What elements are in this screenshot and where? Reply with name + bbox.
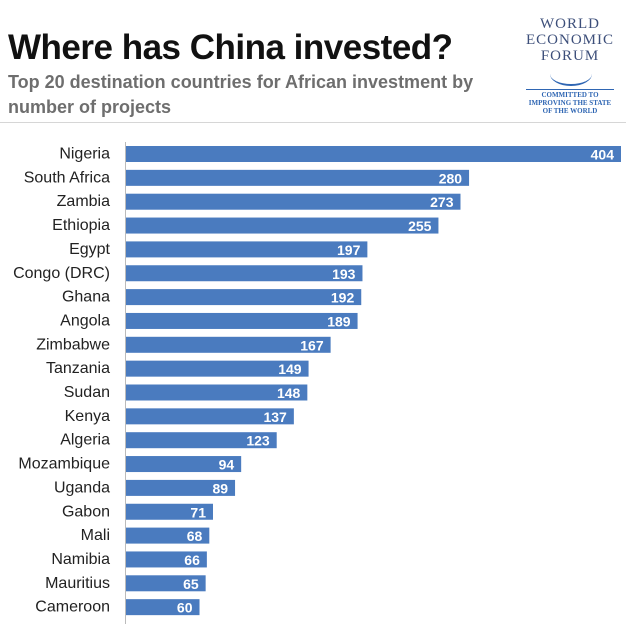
category-label: Mozambique xyxy=(18,456,110,473)
logo-tagline-3: OF THE WORLD xyxy=(542,107,598,115)
category-label: South Africa xyxy=(24,169,110,186)
chart-title: Where has China invested? xyxy=(8,28,453,67)
data-label: 193 xyxy=(332,266,356,282)
bar xyxy=(126,456,242,473)
category-label: Nigeria xyxy=(59,146,110,163)
data-label: 60 xyxy=(177,600,193,616)
logo-line-3: FORUM xyxy=(540,48,600,64)
bar xyxy=(126,169,470,186)
category-label: Ghana xyxy=(62,289,110,306)
bar xyxy=(126,599,200,616)
data-label: 189 xyxy=(327,313,351,329)
category-label: Kenya xyxy=(65,408,110,425)
data-label: 66 xyxy=(184,552,200,568)
bar xyxy=(126,265,363,282)
bar xyxy=(126,217,439,234)
logo-line-2: ECONOMIC xyxy=(525,32,614,48)
bar xyxy=(126,146,621,162)
category-label: Congo (DRC) xyxy=(13,265,110,282)
category-label: Zimbabwe xyxy=(36,336,110,353)
bar xyxy=(126,479,236,496)
bar xyxy=(126,241,368,258)
category-label: Uganda xyxy=(54,479,110,496)
bar xyxy=(126,503,213,520)
data-label: 273 xyxy=(430,194,454,210)
data-label: 404 xyxy=(591,147,615,163)
category-label: Zambia xyxy=(57,193,110,210)
data-label: 137 xyxy=(263,409,287,425)
data-label: 89 xyxy=(212,480,228,496)
bar xyxy=(126,384,308,401)
category-label: Mauritius xyxy=(45,575,110,592)
category-label: Gabon xyxy=(62,503,110,520)
chart-subtitle: Top 20 destination countries for African… xyxy=(8,72,474,117)
category-label: Ethiopia xyxy=(52,217,110,234)
bar xyxy=(126,193,461,210)
category-label: Cameroon xyxy=(35,599,110,616)
category-label: Algeria xyxy=(60,432,110,449)
data-label: 65 xyxy=(183,576,199,592)
logo-rule-top xyxy=(526,89,614,90)
data-label: 68 xyxy=(187,528,203,544)
bar xyxy=(126,575,206,592)
bar xyxy=(126,527,210,544)
bar xyxy=(126,289,362,306)
bar xyxy=(126,408,294,425)
bar xyxy=(126,360,309,377)
bar xyxy=(126,336,331,353)
data-label: 94 xyxy=(219,457,235,473)
bar xyxy=(126,312,358,329)
logo-tagline-2: IMPROVING THE STATE xyxy=(528,99,612,107)
data-label: 71 xyxy=(190,504,206,520)
logo-line-1: WORLD xyxy=(540,16,600,32)
category-label: Tanzania xyxy=(46,360,110,377)
data-label: 280 xyxy=(439,170,463,186)
category-label: Namibia xyxy=(51,551,110,568)
logo-tagline-1: COMMITTED TO xyxy=(541,91,599,99)
data-label: 123 xyxy=(246,433,270,449)
data-label: 148 xyxy=(277,385,301,401)
world-economic-forum-logo: WORLD ECONOMIC FORUM COMMITTED TO IMPROV… xyxy=(520,12,620,117)
category-label: Sudan xyxy=(64,384,110,401)
bar xyxy=(126,432,277,449)
header-divider xyxy=(0,122,626,123)
data-label: 255 xyxy=(408,218,432,234)
data-label: 149 xyxy=(278,361,302,377)
category-label: Egypt xyxy=(69,241,110,258)
data-label: 192 xyxy=(331,290,355,306)
bar xyxy=(126,551,207,568)
bar-chart: Nigeria 404 South Africa 280 Zambia 273 Ethiop… xyxy=(13,142,621,624)
category-label: Angola xyxy=(60,312,110,329)
data-label: 167 xyxy=(300,337,324,353)
category-label: Mali xyxy=(81,527,110,544)
logo-arc-icon xyxy=(550,62,592,86)
data-label: 197 xyxy=(337,242,361,258)
